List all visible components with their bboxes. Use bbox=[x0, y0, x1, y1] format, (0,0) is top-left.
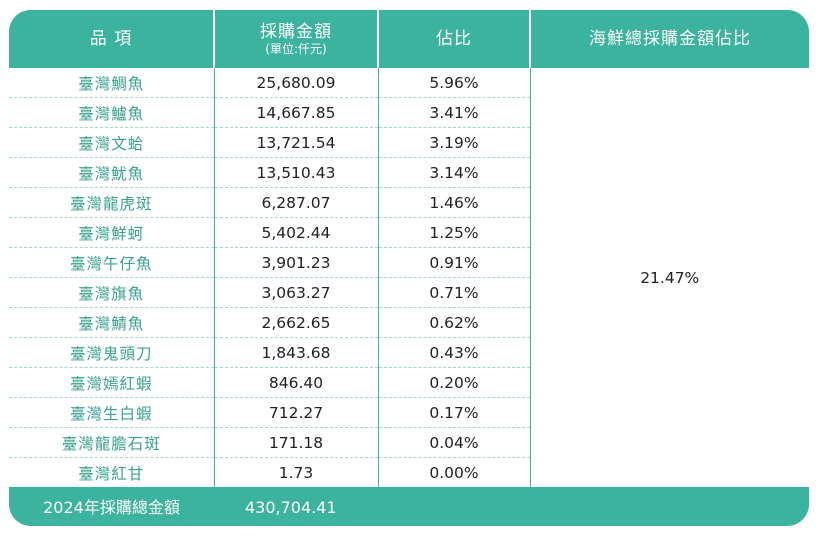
item-ratio: 0.20% bbox=[378, 367, 531, 398]
item-amount: 14,667.85 bbox=[214, 97, 379, 128]
header-seafood-ratio: 海鮮總採購金額佔比 bbox=[530, 10, 809, 68]
item-ratio: 3.41% bbox=[378, 97, 531, 128]
item-ratio: 5.96% bbox=[378, 68, 531, 98]
item-amount: 1.73 bbox=[214, 457, 379, 487]
item-name: 臺灣文蛤 bbox=[9, 127, 215, 158]
item-ratio: 3.19% bbox=[378, 127, 531, 158]
item-ratio: 0.62% bbox=[378, 307, 531, 338]
table-row: 臺灣嫣紅蝦 846.40 0.20% bbox=[9, 367, 809, 398]
header-ratio: 佔比 bbox=[378, 10, 531, 68]
item-name: 臺灣生白蝦 bbox=[9, 397, 215, 428]
table-row: 臺灣魷魚 13,510.43 3.14% bbox=[9, 157, 809, 188]
item-amount: 13,721.54 bbox=[214, 127, 379, 158]
item-name: 臺灣鬼頭刀 bbox=[9, 337, 215, 368]
table-row: 臺灣生白蝦 712.27 0.17% bbox=[9, 397, 809, 428]
item-ratio: 3.14% bbox=[378, 157, 531, 188]
item-amount: 712.27 bbox=[214, 397, 379, 428]
item-amount: 5,402.44 bbox=[214, 217, 379, 248]
table-row: 臺灣旗魚 3,063.27 0.71% bbox=[9, 277, 809, 308]
item-amount: 1,843.68 bbox=[214, 337, 379, 368]
table-body: 臺灣鯛魚 25,680.09 5.96% 21.47% 臺灣鱸魚 14,667.85 3.4… bbox=[9, 68, 809, 487]
item-name: 臺灣紅甘 bbox=[9, 457, 215, 487]
item-name: 臺灣魷魚 bbox=[9, 157, 215, 188]
table-row: 臺灣龍膽石斑 171.18 0.04% bbox=[9, 427, 809, 458]
item-amount: 3,063.27 bbox=[214, 277, 379, 308]
item-name: 臺灣龍虎斑 bbox=[9, 187, 215, 218]
item-name: 臺灣嫣紅蝦 bbox=[9, 367, 215, 398]
item-name: 臺灣午仔魚 bbox=[9, 247, 215, 278]
item-amount: 846.40 bbox=[214, 367, 379, 398]
table-row: 臺灣龍虎斑 6,287.07 1.46% bbox=[9, 187, 809, 218]
item-name: 臺灣鮮蚵 bbox=[9, 217, 215, 248]
item-ratio: 0.43% bbox=[378, 337, 531, 368]
item-ratio: 0.71% bbox=[378, 277, 531, 308]
header-item: 品 項 bbox=[9, 10, 215, 68]
table-row: 臺灣鯖魚 2,662.65 0.62% bbox=[9, 307, 809, 338]
item-name: 臺灣旗魚 bbox=[9, 277, 215, 308]
item-name: 臺灣鯛魚 bbox=[9, 68, 215, 98]
item-ratio: 0.04% bbox=[378, 427, 531, 458]
table-row: 臺灣鬼頭刀 1,843.68 0.43% bbox=[9, 337, 809, 368]
table-row: 臺灣午仔魚 3,901.23 0.91% bbox=[9, 247, 809, 278]
footer-total-row: 2024年採購總金額 430,704.41 bbox=[9, 489, 809, 526]
table-row: 臺灣文蛤 13,721.54 3.19% bbox=[9, 127, 809, 158]
header-amount-label: 採購金額 bbox=[260, 22, 332, 42]
procurement-table-card: 品 項 採購金額 (單位:仟元) 佔比 海鮮總採購金額佔比 臺灣鯛魚 25,680… bbox=[9, 10, 809, 526]
footer-total-value: 430,704.41 bbox=[245, 498, 337, 517]
header-row: 品 項 採購金額 (單位:仟元) 佔比 海鮮總採購金額佔比 bbox=[9, 10, 809, 68]
header-amount: 採購金額 (單位:仟元) bbox=[214, 10, 379, 68]
item-ratio: 1.46% bbox=[378, 187, 531, 218]
table-row: 臺灣紅甘 1.73 0.00% bbox=[9, 457, 809, 487]
item-amount: 6,287.07 bbox=[214, 187, 379, 218]
table-row: 臺灣鮮蚵 5,402.44 1.25% bbox=[9, 217, 809, 248]
item-name: 臺灣鱸魚 bbox=[9, 97, 215, 128]
item-ratio: 0.00% bbox=[378, 457, 531, 487]
item-amount: 13,510.43 bbox=[214, 157, 379, 188]
header-amount-unit: (單位:仟元) bbox=[265, 42, 327, 56]
item-ratio: 1.25% bbox=[378, 217, 531, 248]
item-name: 臺灣鯖魚 bbox=[9, 307, 215, 338]
item-amount: 171.18 bbox=[214, 427, 379, 458]
seafood-share-value: 21.47% bbox=[530, 68, 809, 487]
item-amount: 25,680.09 bbox=[214, 68, 379, 98]
item-ratio: 0.17% bbox=[378, 397, 531, 428]
item-amount: 3,901.23 bbox=[214, 247, 379, 278]
item-name: 臺灣龍膽石斑 bbox=[9, 427, 215, 458]
item-ratio: 0.91% bbox=[378, 247, 531, 278]
table-row: 臺灣鯛魚 25,680.09 5.96% 21.47% bbox=[9, 68, 809, 487]
item-amount: 2,662.65 bbox=[214, 307, 379, 338]
procurement-table: 品 項 採購金額 (單位:仟元) 佔比 海鮮總採購金額佔比 臺灣鯛魚 25,680… bbox=[9, 10, 809, 487]
table-row: 臺灣鱸魚 14,667.85 3.41% bbox=[9, 97, 809, 128]
footer-total-label: 2024年採購總金額 bbox=[43, 498, 180, 517]
